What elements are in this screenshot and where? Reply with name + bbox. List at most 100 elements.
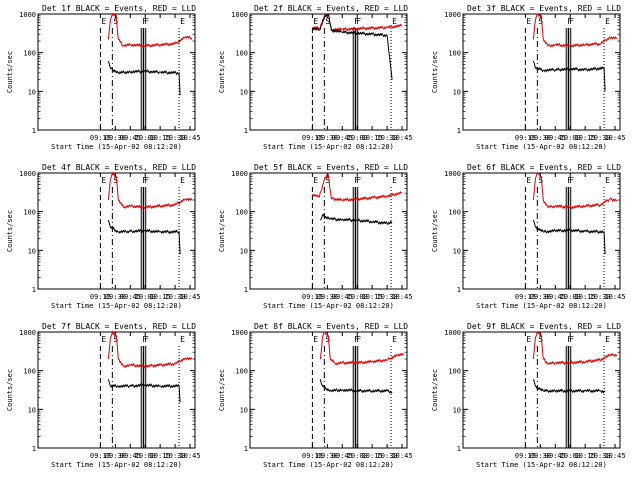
x-tick-label: 10:30	[377, 293, 398, 301]
y-tick-label: 100	[448, 50, 461, 58]
x-tick-label: 10:00	[347, 293, 368, 301]
x-tick-label: 09:15	[302, 293, 323, 301]
x-tick-label: 09:45	[332, 134, 353, 142]
x-tick-label: 10:45	[604, 293, 625, 301]
y-tick-label: 1	[457, 445, 461, 453]
x-tick-label: 10:15	[150, 452, 171, 460]
marker-label-s: S	[325, 176, 330, 185]
marker-label-f: F	[144, 176, 149, 185]
marker-label-e: E	[313, 17, 318, 26]
y-tick-label: 1000	[444, 329, 461, 337]
y-tick-label: 1	[244, 286, 248, 294]
x-tick-label: 10:30	[165, 293, 186, 301]
panel-3: Det 3f BLACK = Events, RED = LLD09:1509:…	[431, 4, 626, 151]
marker-label-s: S	[113, 335, 118, 344]
panel-1: Det 1f BLACK = Events, RED = LLD09:1509:…	[6, 4, 201, 151]
x-tick-label: 10:45	[391, 134, 412, 142]
series-line-lld	[107, 330, 193, 369]
plot-frame	[462, 331, 621, 449]
marker-label-f: F	[356, 335, 361, 344]
x-axis-label: Start Time (15-Apr-02 08:12:20)	[51, 143, 182, 151]
x-tick-label: 09:30	[317, 452, 338, 460]
y-tick-label: 100	[235, 209, 248, 217]
x-tick-label: 09:45	[545, 293, 566, 301]
y-tick-label: 10	[240, 88, 248, 96]
plot-frame	[249, 172, 408, 290]
series-line-lld	[311, 173, 403, 203]
series-line-events	[320, 213, 393, 226]
x-tick-label: 09:15	[515, 452, 536, 460]
y-tick-label: 10	[28, 406, 36, 414]
y-tick-label: 1000	[231, 170, 248, 178]
x-tick-label: 10:00	[135, 134, 156, 142]
y-axis-label: Counts/sec	[431, 210, 439, 252]
marker-label-f: F	[142, 335, 147, 344]
x-tick-label: 10:30	[377, 134, 398, 142]
x-tick-label: 10:30	[590, 452, 611, 460]
x-tick-label: 10:15	[150, 134, 171, 142]
marker-label-f: F	[567, 335, 572, 344]
x-axis-label: Start Time (15-Apr-02 08:12:20)	[476, 461, 607, 469]
plot-frame	[37, 331, 196, 449]
x-tick-label: 10:00	[135, 293, 156, 301]
x-axis-label: Start Time (15-Apr-02 08:12:20)	[51, 302, 182, 310]
y-tick-label: 10	[240, 406, 248, 414]
marker-label-s: S	[113, 17, 118, 26]
x-tick-label: 10:15	[575, 293, 596, 301]
y-axis-label: Counts/sec	[218, 51, 226, 93]
marker-label-f: F	[142, 17, 147, 26]
y-tick-label: 1000	[231, 11, 248, 19]
x-tick-label: 10:45	[604, 452, 625, 460]
x-tick-label: 09:45	[120, 293, 141, 301]
x-axis-label: Start Time (15-Apr-02 08:12:20)	[263, 461, 394, 469]
x-tick-label: 09:30	[530, 134, 551, 142]
x-tick-label: 10:15	[362, 452, 383, 460]
x-tick-label: 10:45	[391, 452, 412, 460]
y-tick-label: 1	[32, 445, 36, 453]
y-axis-label: Counts/sec	[6, 51, 14, 93]
marker-label-f: F	[569, 176, 574, 185]
y-tick-label: 1	[32, 127, 36, 135]
x-tick-label: 10:30	[377, 452, 398, 460]
x-tick-label: 10:00	[560, 134, 581, 142]
marker-label-s: S	[113, 176, 118, 185]
plot-frame	[249, 331, 408, 449]
marker-label-e: E	[605, 17, 610, 26]
marker-label-s: S	[538, 176, 543, 185]
chart-title: Det 1f BLACK = Events, RED = LLD	[42, 4, 196, 13]
chart-title: Det 9f BLACK = Events, RED = LLD	[467, 322, 621, 331]
marker-label-e: E	[101, 176, 106, 185]
chart-title: Det 3f BLACK = Events, RED = LLD	[467, 4, 621, 13]
series-line-lld	[319, 331, 405, 366]
y-tick-label: 100	[448, 368, 461, 376]
y-tick-label: 1000	[444, 11, 461, 19]
x-tick-label: 09:30	[105, 134, 126, 142]
x-tick-label: 09:45	[545, 452, 566, 460]
marker-label-f: F	[142, 176, 147, 185]
x-tick-label: 09:15	[90, 293, 111, 301]
y-tick-label: 100	[23, 50, 36, 58]
x-tick-label: 10:30	[590, 134, 611, 142]
y-axis-label: Counts/sec	[431, 369, 439, 411]
x-tick-label: 09:45	[332, 452, 353, 460]
marker-label-f: F	[569, 17, 574, 26]
panel-9: Det 9f BLACK = Events, RED = LLD 09:15 09:…	[431, 322, 626, 469]
x-axis-label: Start Time (15-Apr-02 08:12:20)	[51, 461, 182, 469]
plot-frame	[37, 172, 196, 290]
y-tick-label: 1000	[19, 329, 36, 337]
chart-title: Det 8f BLACK = Events, RED = LLD	[254, 322, 408, 331]
marker-label-f: F	[354, 335, 359, 344]
x-axis-label: Start Time (15-Apr-02 08:12:20)	[476, 143, 607, 151]
x-tick-label: 10:00	[560, 293, 581, 301]
series-line-lld	[532, 171, 618, 210]
marker-label-e: E	[180, 335, 185, 344]
chart-title: Det 7f BLACK = Events, RED = LLD	[42, 322, 196, 331]
marker-label-e: E	[392, 335, 397, 344]
x-tick-label: 10:15	[575, 134, 596, 142]
y-tick-label: 10	[453, 88, 461, 96]
marker-label-s: S	[538, 17, 543, 26]
chart-title: Det 5f BLACK = Events, RED = LLD	[254, 163, 408, 172]
marker-label-s: S	[325, 335, 330, 344]
x-tick-label: 10:45	[179, 134, 200, 142]
